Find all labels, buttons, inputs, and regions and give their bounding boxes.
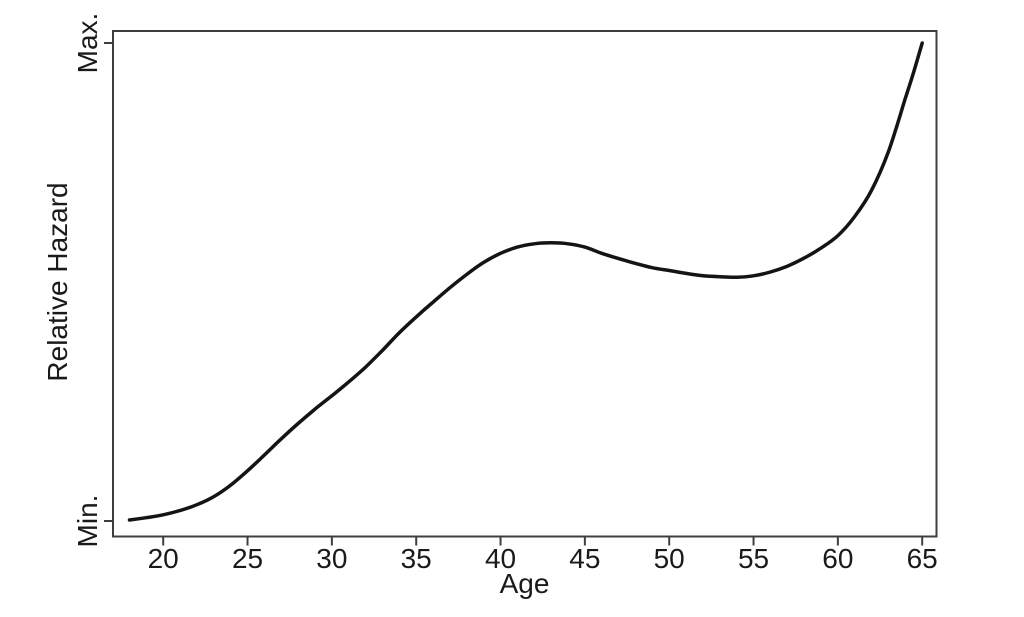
x-tick-label: 50: [654, 543, 685, 574]
y-axis-title: Relative Hazard: [42, 182, 73, 381]
x-axis-title: Age: [500, 568, 550, 599]
y-tick-label: Max.: [72, 13, 103, 74]
plot-frame-group: [112, 30, 938, 538]
x-tick-label: 40: [485, 543, 516, 574]
y-tick-label: Min.: [72, 495, 103, 548]
x-tick-label: 45: [569, 543, 600, 574]
x-tick-label: 20: [148, 543, 179, 574]
x-tick-label: 55: [738, 543, 769, 574]
hazard-curve: [127, 41, 924, 522]
x-tick-label: 30: [316, 543, 347, 574]
x-tick-label: 65: [907, 543, 938, 574]
x-tick-label: 25: [232, 543, 263, 574]
x-tick-label: 35: [401, 543, 432, 574]
x-axis: 20 25 30 35 40 45 50 55 60 65: [148, 536, 938, 574]
series-group: [127, 41, 924, 522]
plot-border: [112, 30, 938, 538]
y-axis: Min. Max.: [72, 13, 113, 548]
x-tick-label: 60: [822, 543, 853, 574]
